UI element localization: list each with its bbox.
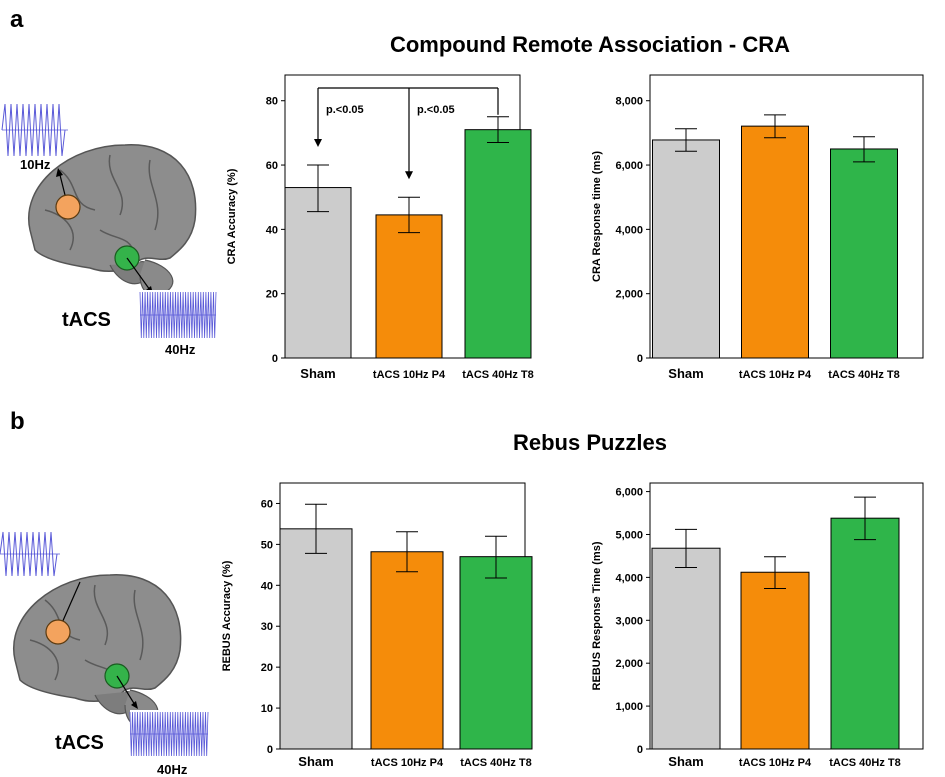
brain-illustration-b xyxy=(0,530,209,758)
bar xyxy=(830,148,898,359)
y-tick-label: 4,000 xyxy=(615,572,643,584)
bar xyxy=(652,139,720,359)
bar xyxy=(375,214,443,359)
y-axis-label: REBUS Response Time (ms) xyxy=(591,541,603,690)
y-tick-label: 6,000 xyxy=(615,160,643,172)
y-tick-label: 40 xyxy=(266,224,278,236)
panel-letter-a: a xyxy=(10,6,24,33)
y-tick-label: 0 xyxy=(267,744,273,756)
y-tick-label: 40 xyxy=(261,580,273,592)
freq-label-40hz-a: 40Hz xyxy=(165,342,196,357)
category-label: Sham xyxy=(668,366,703,381)
category-label: tACS 10Hz P4 xyxy=(739,369,812,381)
y-tick-label: 20 xyxy=(266,289,278,301)
section-title-rebus: Rebus Puzzles xyxy=(512,430,668,455)
panel-letter-b: b xyxy=(10,408,25,435)
category-label: tACS 40Hz T8 xyxy=(462,369,534,381)
cra-response-time-chart: 0 2,000 4,000 6,000 8,000 CRA Response time (… xyxy=(591,74,924,381)
category-label: tACS 40Hz T8 xyxy=(828,369,900,381)
bar xyxy=(830,517,900,750)
y-tick-label: 60 xyxy=(261,498,273,510)
electrode-p4-icon xyxy=(45,619,71,645)
tacs-label-a: tACS xyxy=(62,309,111,331)
y-tick-label: 2,000 xyxy=(615,289,643,301)
y-tick-label: 10 xyxy=(261,703,273,715)
category-label: tACS 10Hz P4 xyxy=(739,757,812,769)
bar xyxy=(740,571,810,750)
tacs-label-b: tACS xyxy=(55,732,104,754)
y-tick-label: 6,000 xyxy=(615,487,643,499)
y-axis-label: CRA Accuracy (%) xyxy=(226,168,238,264)
bar xyxy=(459,556,533,750)
brain-icon xyxy=(27,144,197,297)
category-label: Sham xyxy=(298,754,333,769)
arrow-head-icon xyxy=(405,171,413,180)
bar xyxy=(464,129,532,359)
y-tick-label: 50 xyxy=(261,539,273,551)
category-label: tACS 10Hz P4 xyxy=(373,369,446,381)
y-tick-label: 2,000 xyxy=(615,658,643,670)
bar xyxy=(651,547,721,750)
brain-illustration-a xyxy=(1,102,217,340)
electrode-p4-icon xyxy=(55,194,81,220)
category-label: tACS 10Hz P4 xyxy=(371,757,444,769)
category-label: tACS 40Hz T8 xyxy=(460,757,532,769)
rebus-accuracy-chart: 0 10 20 30 40 50 60 REBUS Accuracy (%) Sham tACS … xyxy=(221,482,533,769)
bar xyxy=(370,551,444,750)
bar xyxy=(284,187,352,359)
y-axis-label: REBUS Accuracy (%) xyxy=(221,560,233,671)
significance-label: p.<0.05 xyxy=(326,104,364,116)
category-label: Sham xyxy=(668,754,703,769)
cra-accuracy-chart: 0 20 40 60 80 CRA Accuracy (%) Sham tACS 10Hz P… xyxy=(226,74,534,381)
y-tick-label: 0 xyxy=(637,353,643,365)
sine-wave-40hz-icon xyxy=(129,710,209,758)
y-tick-label: 0 xyxy=(637,744,643,756)
bar xyxy=(741,125,809,359)
y-axis-label: CRA Response time (ms) xyxy=(591,151,603,282)
y-tick-label: 80 xyxy=(266,96,278,108)
y-tick-label: 4,000 xyxy=(615,224,643,236)
section-title-cra: Compound Remote Association - CRA xyxy=(389,32,791,57)
freq-label-10hz: 10Hz xyxy=(20,157,51,172)
y-tick-label: 30 xyxy=(261,621,273,633)
y-tick-label: 5,000 xyxy=(615,529,643,541)
category-label: Sham xyxy=(300,366,335,381)
brain-icon xyxy=(12,574,182,727)
sine-wave-10hz-icon xyxy=(1,102,68,158)
arrow-head-icon xyxy=(314,139,322,148)
rebus-response-time-chart: 0 1,000 2,000 3,000 4,000 5,000 6,000 REBUS Res… xyxy=(591,482,924,769)
category-label: tACS 40Hz T8 xyxy=(829,757,901,769)
sine-wave-40hz-icon xyxy=(139,290,217,340)
significance-label: p.<0.05 xyxy=(417,104,455,116)
sine-wave-10hz-icon xyxy=(0,530,60,578)
y-tick-label: 20 xyxy=(261,662,273,674)
y-tick-label: 3,000 xyxy=(615,615,643,627)
y-tick-label: 0 xyxy=(272,353,278,365)
y-tick-label: 1,000 xyxy=(615,701,643,713)
freq-label-40hz-b: 40Hz xyxy=(157,762,188,777)
bar xyxy=(279,528,353,750)
y-tick-label: 60 xyxy=(266,160,278,172)
y-tick-label: 8,000 xyxy=(615,96,643,108)
